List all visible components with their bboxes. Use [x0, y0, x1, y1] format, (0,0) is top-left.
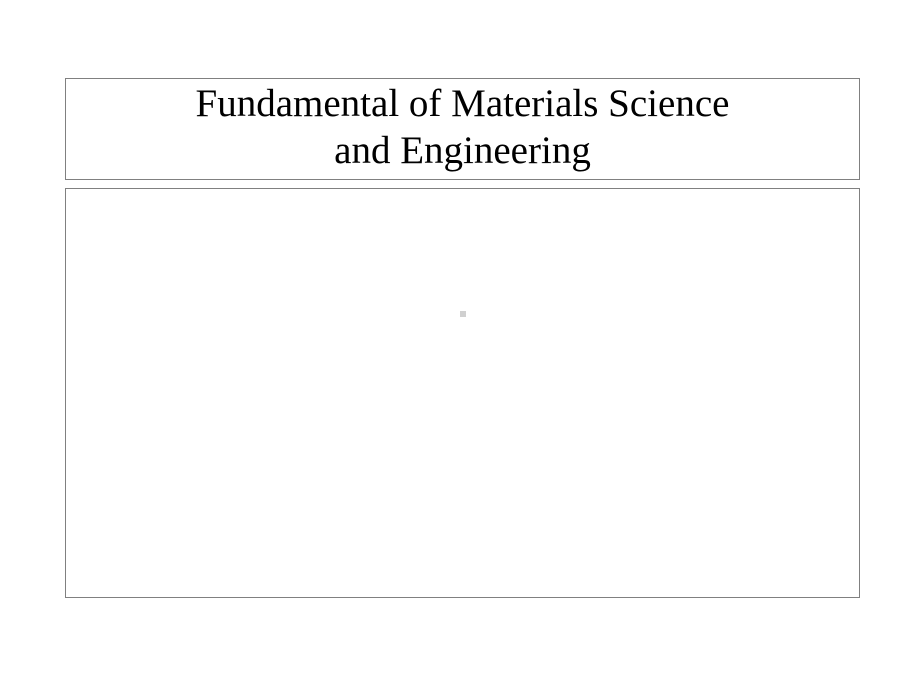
title-box: Fundamental of Materials Science and Eng…: [65, 78, 860, 180]
title-line-2: and Engineering: [334, 129, 591, 172]
body-box: [65, 188, 860, 598]
title-text: Fundamental of Materials Science and Eng…: [76, 81, 849, 175]
slide-container: Fundamental of Materials Science and Eng…: [65, 78, 860, 598]
title-line-1: Fundamental of Materials Science: [196, 82, 730, 125]
center-mark-icon: [460, 311, 466, 317]
